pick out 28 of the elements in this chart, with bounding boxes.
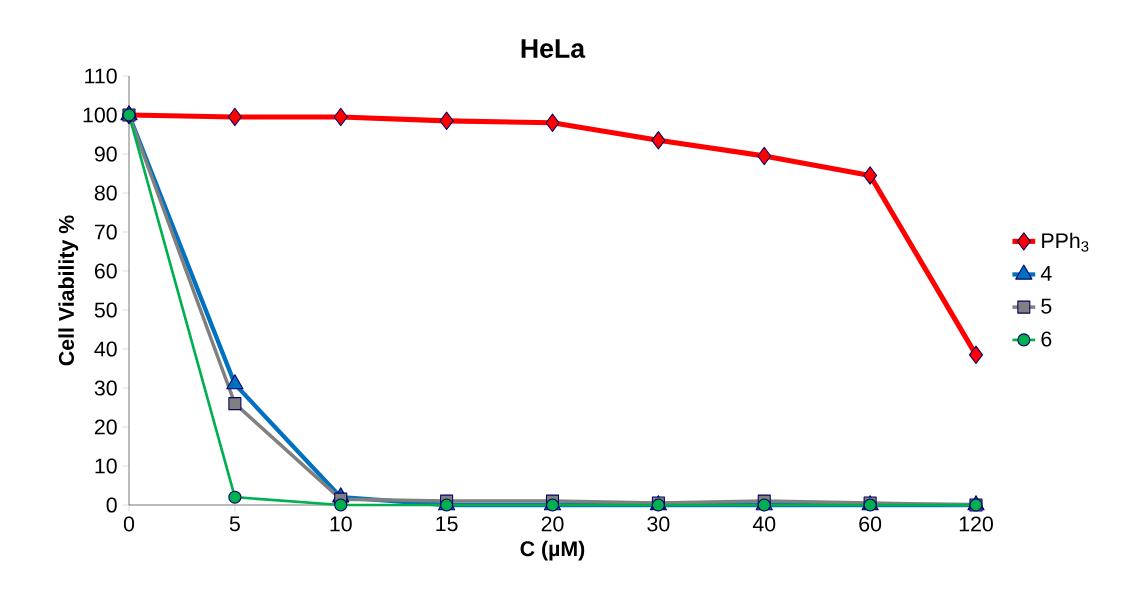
- x-tick-label: 10: [330, 516, 352, 532]
- x-tick-label: 30: [647, 516, 670, 532]
- y-tick-label: 50: [94, 302, 117, 318]
- y-axis-title: Cell Viability %: [58, 215, 79, 366]
- y-tick-label: 90: [94, 146, 117, 162]
- legend-label: 4: [1040, 266, 1052, 281]
- y-tick-label: 30: [94, 380, 117, 396]
- x-axis-title: C (µM): [520, 540, 585, 561]
- x-tick-label: 15: [436, 516, 458, 532]
- y-tick-label: 10: [95, 458, 117, 474]
- x-tick-label: 20: [541, 516, 564, 532]
- x-tick-label: 5: [229, 516, 240, 532]
- legend-label: 5: [1041, 298, 1052, 314]
- y-tick-label: 40: [94, 341, 117, 357]
- chart-title: HeLa: [521, 39, 586, 58]
- x-tick-label: 60: [859, 516, 882, 532]
- x-tick-label: 120: [959, 516, 993, 532]
- legend-label: 6: [1041, 331, 1052, 347]
- y-tick-label: 60: [94, 263, 117, 279]
- legend-label: PPh$_{3}$: [1042, 232, 1089, 252]
- y-tick-label: 110: [85, 68, 117, 84]
- y-tick-label: 0: [106, 497, 117, 513]
- y-tick-label: 100: [83, 107, 117, 123]
- y-tick-label: 20: [94, 419, 117, 435]
- x-tick-label: 40: [752, 516, 776, 532]
- x-tick-label: 0: [123, 516, 135, 532]
- y-tick-label: 80: [94, 185, 117, 201]
- y-tick-label: 70: [94, 224, 117, 240]
